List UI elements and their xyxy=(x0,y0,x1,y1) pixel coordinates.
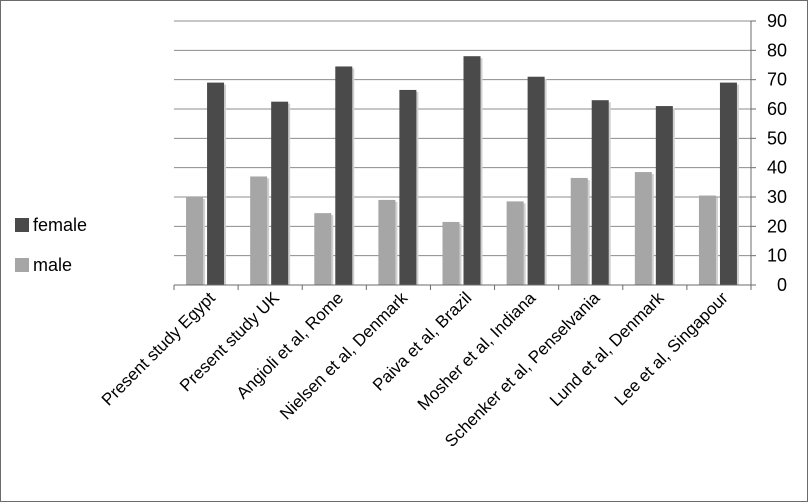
legend-label-female: female xyxy=(33,215,87,235)
bar-female-4 xyxy=(463,56,481,286)
y-tick-label: 70 xyxy=(767,70,787,90)
legend-swatch-male xyxy=(15,258,29,272)
y-tick-label: 40 xyxy=(767,158,787,178)
category-label: Lund et al, Denmark xyxy=(546,288,668,410)
bar-male-3 xyxy=(378,199,396,285)
y-tick-label: 20 xyxy=(767,216,787,236)
category-label: Present study Egypt xyxy=(98,288,219,409)
y-tick-label: 90 xyxy=(767,11,787,31)
bar-female-6 xyxy=(591,100,609,285)
bar-male-1 xyxy=(250,176,268,285)
bar-female-7 xyxy=(655,106,673,285)
bar-male-7 xyxy=(634,172,652,285)
bar-female-0 xyxy=(207,82,225,285)
gridlines xyxy=(174,20,751,257)
bar-female-1 xyxy=(271,101,289,286)
category-label: Nielsen et al, Denmark xyxy=(276,288,411,423)
bar-male-0 xyxy=(186,197,204,285)
bar-female-3 xyxy=(399,89,417,285)
bar-male-8 xyxy=(698,195,716,285)
y-tick-label: 80 xyxy=(767,40,787,60)
axes xyxy=(173,20,756,290)
bar-female-8 xyxy=(719,82,737,285)
bars xyxy=(186,56,739,286)
bar-female-2 xyxy=(335,66,353,285)
y-tick-label: 50 xyxy=(767,128,787,148)
y-tick-label: 30 xyxy=(767,187,787,207)
bar-male-6 xyxy=(570,177,588,285)
legend-label-male: male xyxy=(33,255,72,275)
bar-male-5 xyxy=(506,201,524,285)
legend: female male xyxy=(15,215,87,275)
y-tick-labels: 0 10 20 30 40 50 60 70 80 90 xyxy=(767,11,787,295)
y-tick-label: 60 xyxy=(767,99,787,119)
legend-swatch-female xyxy=(15,218,29,232)
y-tick-label: 0 xyxy=(777,275,787,295)
category-label: Lee et al, Singapour xyxy=(611,288,732,409)
bar-male-2 xyxy=(314,213,332,285)
bar-male-4 xyxy=(442,221,460,285)
y-tick-label: 10 xyxy=(767,246,787,266)
category-label: Mosher et al, Indiana xyxy=(414,288,540,414)
category-label: Angioli et al, Rome xyxy=(233,288,347,402)
bar-female-5 xyxy=(527,76,545,285)
